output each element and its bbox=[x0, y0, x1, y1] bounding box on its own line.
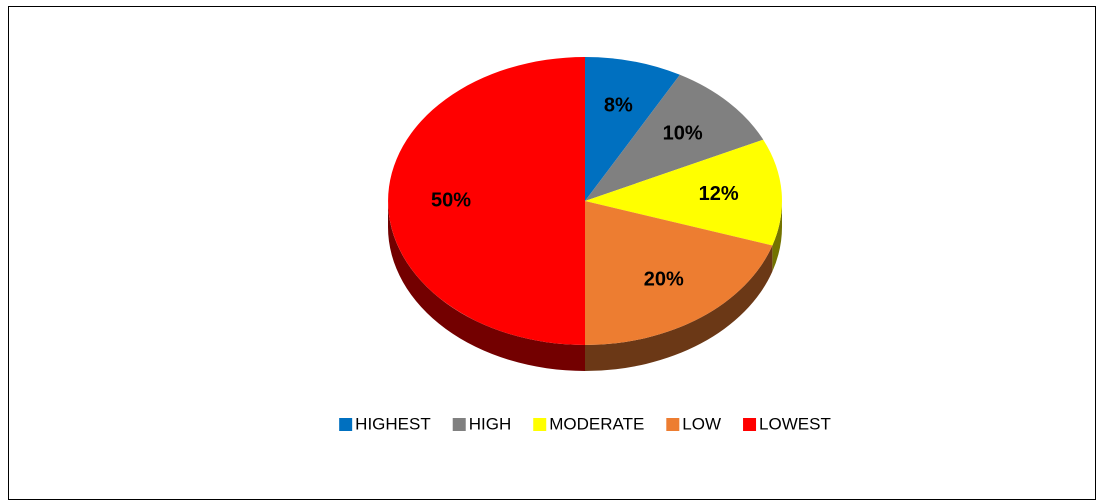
slice bbox=[388, 57, 585, 345]
slice-side bbox=[585, 245, 773, 371]
data-label: 20% bbox=[644, 269, 684, 291]
legend-swatch bbox=[533, 418, 547, 431]
legend-label: HIGH bbox=[469, 414, 512, 433]
legend-swatch bbox=[452, 418, 466, 431]
slice-side bbox=[772, 201, 782, 272]
data-label: 10% bbox=[663, 122, 703, 144]
legend-label: LOWEST bbox=[759, 414, 831, 433]
legend-swatch bbox=[666, 418, 680, 431]
legend-swatch bbox=[339, 418, 353, 431]
data-label: 8% bbox=[604, 94, 633, 116]
legend-label: MODERATE bbox=[549, 414, 644, 433]
slice bbox=[585, 57, 680, 201]
data-label: 50% bbox=[431, 189, 471, 211]
legend-swatch bbox=[743, 418, 757, 431]
data-label: 12% bbox=[699, 183, 739, 205]
legend-label: HIGHEST bbox=[355, 414, 431, 433]
legend-label: LOW bbox=[682, 414, 721, 433]
slice-side bbox=[388, 201, 585, 371]
slice bbox=[585, 74, 764, 201]
slice bbox=[585, 139, 782, 246]
legend: HIGHEST HIGH MODERATE LOW LOWEST bbox=[339, 414, 831, 433]
slice bbox=[585, 201, 773, 345]
